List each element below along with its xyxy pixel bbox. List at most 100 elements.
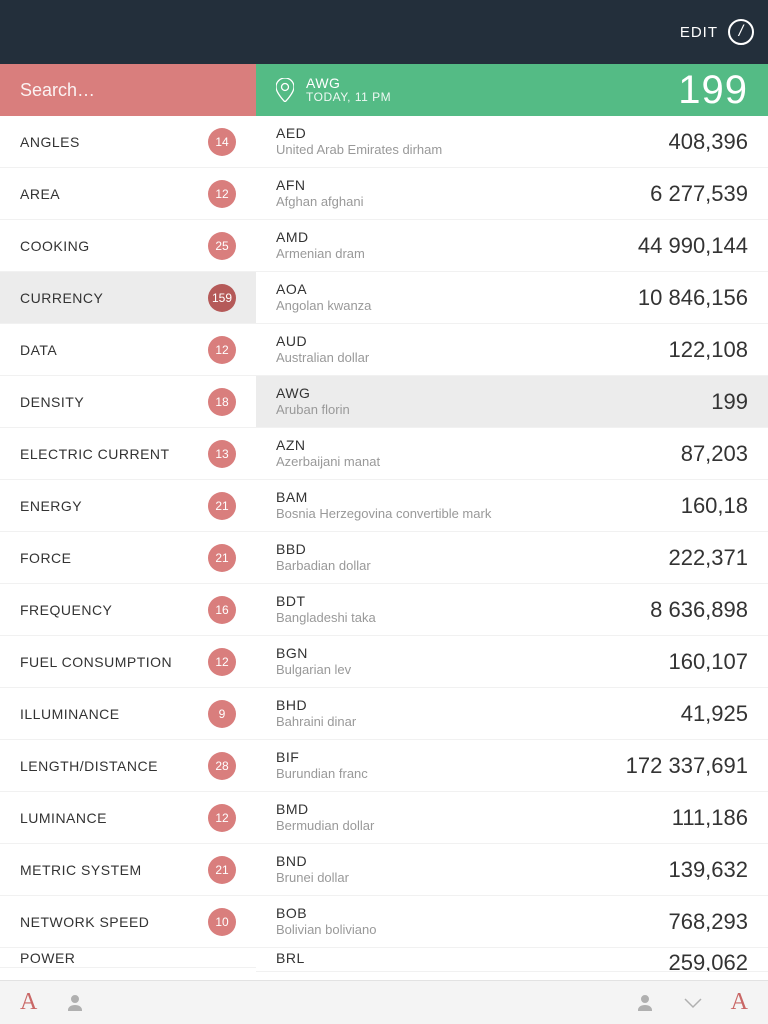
category-label: ENERGY [20, 498, 82, 514]
category-item[interactable]: CURRENCY 159 [0, 272, 256, 324]
currency-name: Barbadian dollar [276, 558, 371, 574]
category-item[interactable]: POWER [0, 948, 256, 968]
category-badge: 159 [208, 284, 236, 312]
currency-code: AZN [276, 437, 380, 454]
category-label: METRIC SYSTEM [20, 862, 142, 878]
category-item[interactable]: FUEL CONSUMPTION12 [0, 636, 256, 688]
category-list[interactable]: ANGLES14AREA12COOKING25CURRENCY159DATA12… [0, 116, 256, 980]
category-label: FORCE [20, 550, 72, 566]
category-badge: 12 [208, 804, 236, 832]
category-item[interactable]: ENERGY21 [0, 480, 256, 532]
category-item[interactable]: COOKING 25 [0, 220, 256, 272]
currency-name: Bulgarian lev [276, 662, 351, 678]
currency-name: Bermudian dollar [276, 818, 374, 834]
currency-row[interactable]: AUDAustralian dollar122,108 [256, 324, 768, 376]
currency-value: 160,107 [668, 649, 748, 675]
currency-row[interactable]: AMDArmenian dram44 990,144 [256, 220, 768, 272]
currency-row[interactable]: BMDBermudian dollar111,186 [256, 792, 768, 844]
currency-value: 8 636,898 [650, 597, 748, 623]
currency-code: BAM [276, 489, 491, 506]
currency-left: BIFBurundian franc [276, 749, 368, 781]
body: ANGLES14AREA12COOKING25CURRENCY159DATA12… [0, 64, 768, 980]
currency-left: AWGAruban florin [276, 385, 350, 417]
person-icon[interactable] [65, 993, 85, 1013]
currency-row[interactable]: AEDUnited Arab Emirates dirham408,396 [256, 116, 768, 168]
category-item[interactable]: METRIC SYSTEM 21 [0, 844, 256, 896]
menu-circle-icon[interactable]: / [728, 19, 754, 45]
category-item[interactable]: FREQUENCY16 [0, 584, 256, 636]
category-item[interactable]: LENGTH/DISTANCE28 [0, 740, 256, 792]
currency-left: AUDAustralian dollar [276, 333, 369, 365]
category-badge: 25 [208, 232, 236, 260]
currency-code: BND [276, 853, 349, 870]
currency-value: 222,371 [668, 545, 748, 571]
currency-left: BHDBahraini dinar [276, 697, 356, 729]
font-a-icon-right[interactable]: A [731, 989, 748, 1016]
search-input[interactable] [20, 80, 236, 101]
currency-row[interactable]: BAMBosnia Herzegovina convertible mark16… [256, 480, 768, 532]
currency-name: Burundian franc [276, 766, 368, 782]
category-badge: 9 [208, 700, 236, 728]
sidebar: ANGLES14AREA12COOKING25CURRENCY159DATA12… [0, 64, 256, 980]
currency-code: AED [276, 125, 442, 142]
currency-name: Aruban florin [276, 402, 350, 418]
currency-code: AFN [276, 177, 363, 194]
currency-value: 199 [711, 389, 748, 415]
category-item[interactable]: ILLUMINANCE 9 [0, 688, 256, 740]
edit-button[interactable]: EDIT [680, 24, 718, 41]
currency-row[interactable]: BNDBrunei dollar139,632 [256, 844, 768, 896]
currency-name: Afghan afghani [276, 194, 363, 210]
currency-list[interactable]: AEDUnited Arab Emirates dirham408,396AFN… [256, 116, 768, 980]
category-item[interactable]: LUMINANCE12 [0, 792, 256, 844]
category-item[interactable]: ANGLES 14 [0, 116, 256, 168]
currency-code: BRL [276, 950, 305, 967]
currency-left: AMDArmenian dram [276, 229, 365, 261]
category-badge: 28 [208, 752, 236, 780]
currency-row[interactable]: AOAAngolan kwanza10 846,156 [256, 272, 768, 324]
category-label: ANGLES [20, 134, 80, 150]
category-label: CURRENCY [20, 290, 103, 306]
bottom-bar: A A [0, 980, 768, 1024]
category-item[interactable]: DENSITY18 [0, 376, 256, 428]
currency-name: Australian dollar [276, 350, 369, 366]
currency-code: AWG [276, 385, 350, 402]
currency-row[interactable]: BHDBahraini dinar41,925 [256, 688, 768, 740]
currency-value: 10 846,156 [638, 285, 748, 311]
category-item[interactable]: DATA12 [0, 324, 256, 376]
currency-left: AFNAfghan afghani [276, 177, 363, 209]
app-root: EDIT / ANGLES 14 AREA12 COOKING 25 CURRENCY 15… [0, 0, 768, 1024]
category-label: FUEL CONSUMPTION [20, 654, 172, 670]
currency-value: 160,18 [681, 493, 748, 519]
currency-row[interactable]: BIFBurundian franc172 337,691 [256, 740, 768, 792]
currency-row[interactable]: BRL259,062 [256, 948, 768, 972]
currency-row[interactable]: BDTBangladeshi taka8 636,898 [256, 584, 768, 636]
currency-row[interactable]: BOBBolivian boliviano768,293 [256, 896, 768, 948]
category-item[interactable]: NETWORK SPEED10 [0, 896, 256, 948]
currency-row[interactable]: AFNAfghan afghani 6 277,539 [256, 168, 768, 220]
search-bar[interactable] [0, 64, 256, 116]
currency-row[interactable]: BBDBarbadian dollar222,371 [256, 532, 768, 584]
category-badge: 14 [208, 128, 236, 156]
category-badge: 21 [208, 544, 236, 572]
person-icon-right[interactable] [635, 993, 655, 1013]
category-badge: 21 [208, 856, 236, 884]
category-label: ILLUMINANCE [20, 706, 120, 722]
font-a-icon[interactable]: A [20, 989, 37, 1016]
currency-value: 139,632 [668, 857, 748, 883]
category-item[interactable]: FORCE 21 [0, 532, 256, 584]
header-currency-code: AWG [306, 76, 391, 91]
chevron-down-icon[interactable] [683, 996, 703, 1010]
category-item[interactable]: AREA12 [0, 168, 256, 220]
category-label: COOKING [20, 238, 90, 254]
top-bar: EDIT / [0, 0, 768, 64]
currency-value: 6 277,539 [650, 181, 748, 207]
category-item[interactable]: ELECTRIC CURRENT13 [0, 428, 256, 480]
currency-row[interactable]: BGNBulgarian lev160,107 [256, 636, 768, 688]
header-subtitle: TODAY, 11 PM [306, 91, 391, 104]
category-badge: 10 [208, 908, 236, 936]
category-label: ELECTRIC CURRENT [20, 446, 170, 462]
currency-code: AOA [276, 281, 371, 298]
category-label: DATA [20, 342, 57, 358]
currency-row[interactable]: AWGAruban florin 199 [256, 376, 768, 428]
currency-row[interactable]: AZNAzerbaijani manat87,203 [256, 428, 768, 480]
